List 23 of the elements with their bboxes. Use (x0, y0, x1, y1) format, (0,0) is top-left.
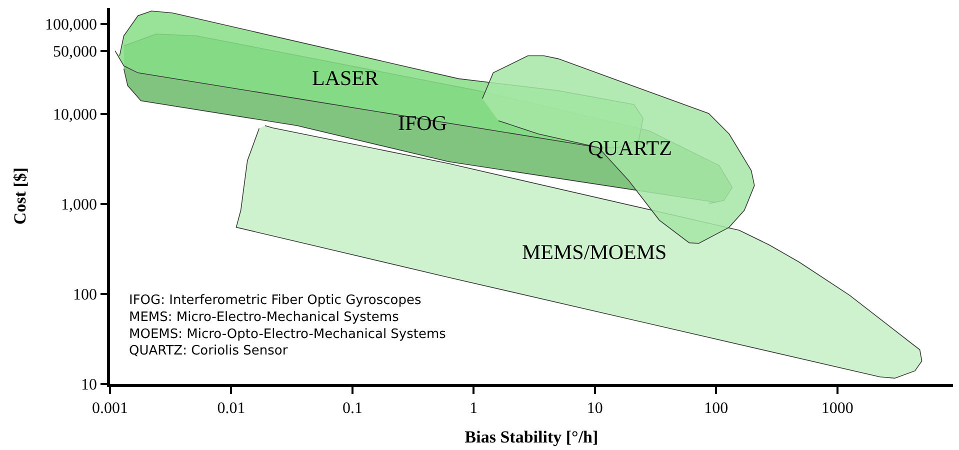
annotation: QUARTZ: Coriolis Sensor (129, 344, 288, 359)
x-tick-label: 1000 (821, 400, 854, 417)
y-tick-label: 100,000 (45, 16, 98, 34)
annotation: MEMS: Micro-Electro-Mechanical Systems (129, 310, 400, 325)
y-tick-label: 50,000 (53, 44, 98, 61)
annotation: IFOG: Interferometric Fiber Optic Gyroscopes (129, 293, 422, 308)
annotation: MOEMS: Micro-Opto-Electro-Mechanical Systems (129, 326, 446, 342)
y-axis-title: Cost [$] (10, 167, 30, 225)
x-axis-title: Bias Stability [°/h] (464, 427, 598, 446)
x-tick-label: 10 (586, 400, 603, 417)
series-label: IFOG (398, 111, 448, 135)
y-tick-label: 10,000 (53, 106, 98, 124)
x-tick-label: 1 (470, 400, 478, 417)
y-tick-label: 10 (81, 376, 98, 394)
x-tick-label: 0.1 (342, 400, 362, 417)
series-label: LASER (312, 66, 379, 90)
series-label: MEMS/MOEMS (522, 240, 667, 264)
x-tick-label: 0.01 (217, 400, 246, 417)
x-tick-label: 100 (704, 400, 728, 417)
y-tick-label: 1,000 (61, 196, 98, 214)
x-tick-label: 0.001 (92, 400, 128, 417)
y-tick-label: 100 (73, 286, 98, 304)
series-label: QUARTZ (588, 136, 672, 160)
